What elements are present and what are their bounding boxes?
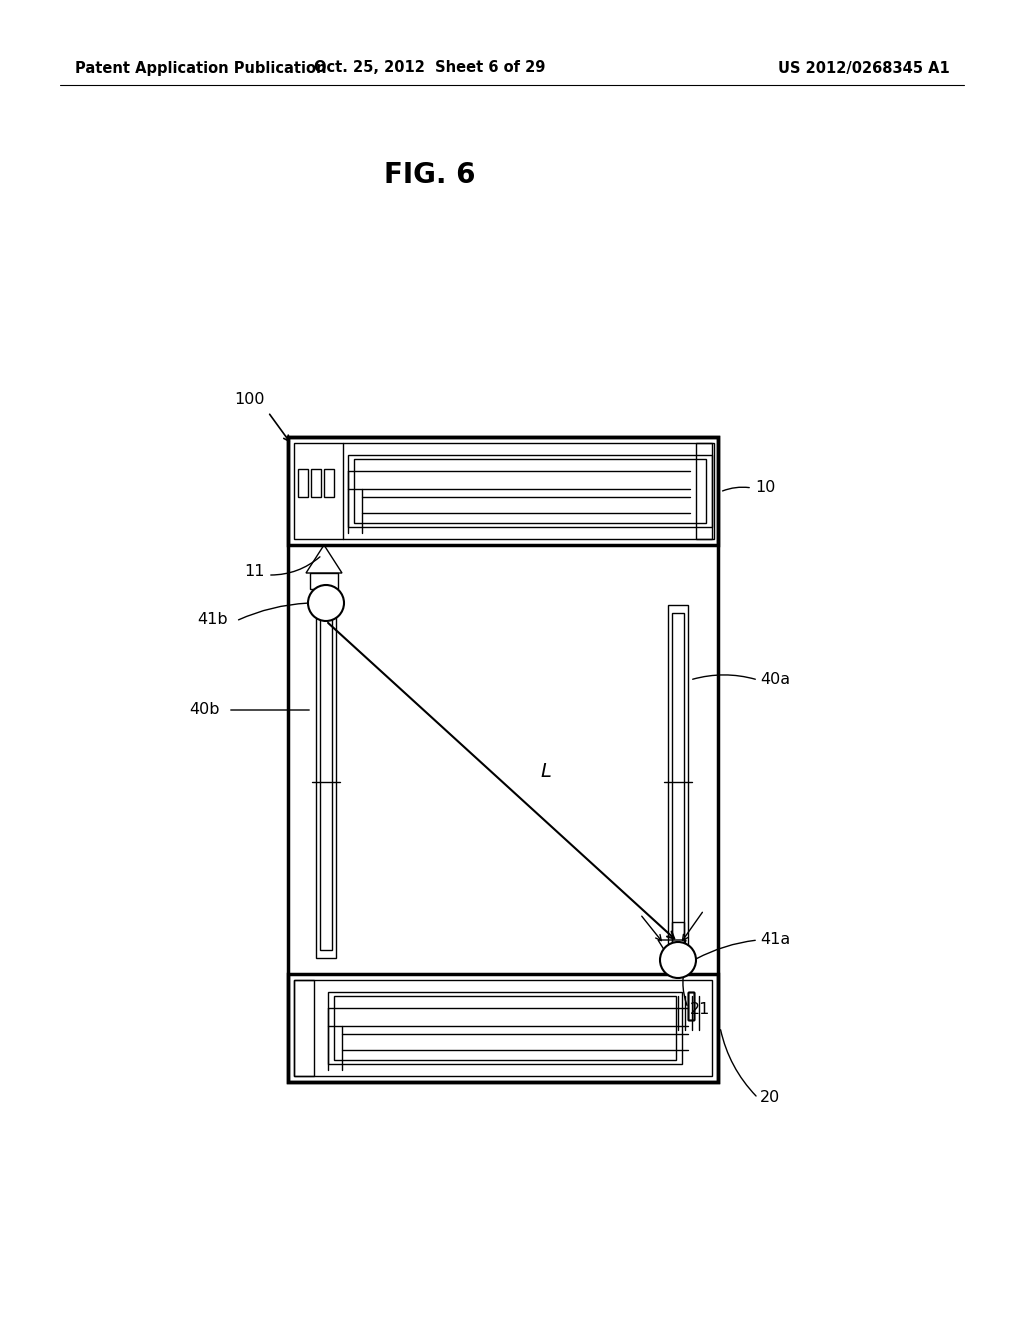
- Text: 20: 20: [760, 1090, 780, 1106]
- Text: 40b: 40b: [189, 702, 220, 718]
- Text: US 2012/0268345 A1: US 2012/0268345 A1: [778, 61, 950, 75]
- Circle shape: [308, 585, 344, 620]
- Text: 100: 100: [234, 392, 265, 408]
- Text: 10: 10: [755, 480, 775, 495]
- Text: Patent Application Publication: Patent Application Publication: [75, 61, 327, 75]
- Text: 11: 11: [245, 565, 265, 579]
- Text: Oct. 25, 2012  Sheet 6 of 29: Oct. 25, 2012 Sheet 6 of 29: [314, 61, 546, 75]
- Text: 40a: 40a: [760, 672, 791, 688]
- Circle shape: [660, 942, 696, 978]
- Text: 41a: 41a: [760, 932, 791, 948]
- Text: 41b: 41b: [198, 612, 228, 627]
- Text: 21: 21: [690, 1002, 711, 1018]
- Text: FIG. 6: FIG. 6: [384, 161, 476, 189]
- Text: L: L: [540, 762, 551, 781]
